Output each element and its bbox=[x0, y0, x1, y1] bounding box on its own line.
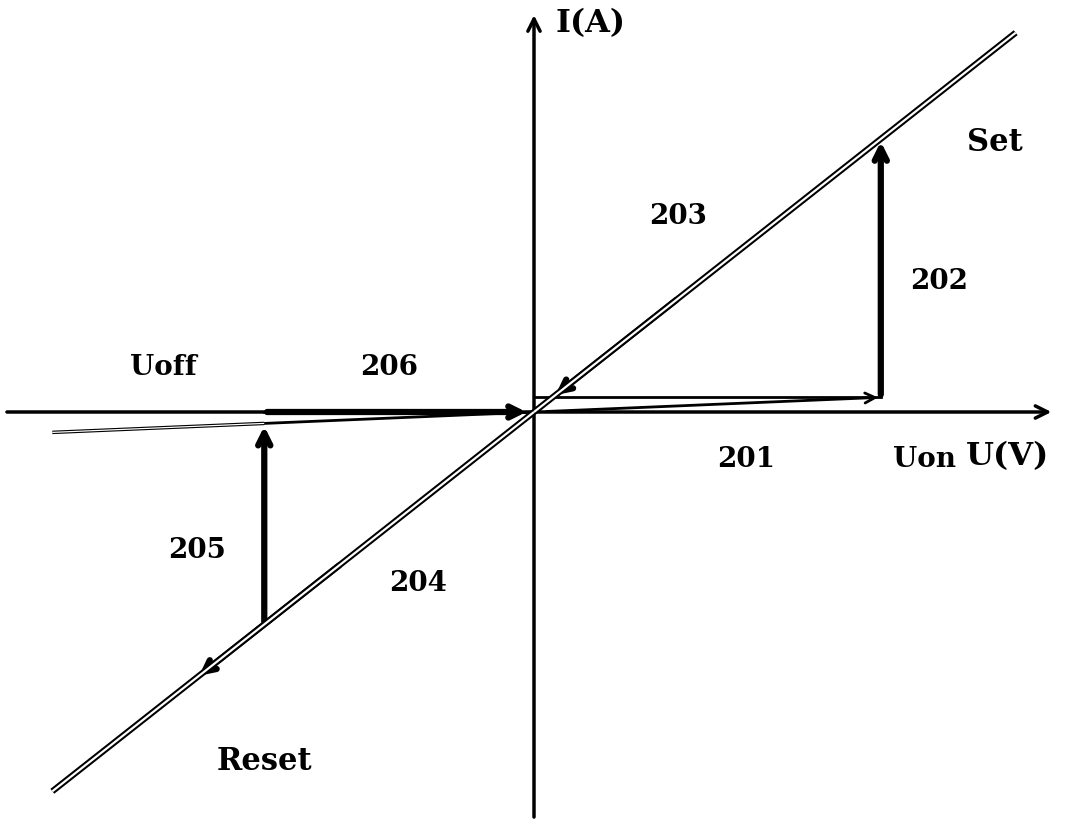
Text: Reset: Reset bbox=[217, 747, 312, 777]
Text: I(A): I(A) bbox=[555, 8, 625, 40]
Text: Set: Set bbox=[968, 128, 1023, 158]
Text: 205: 205 bbox=[168, 537, 225, 564]
Text: U(V): U(V) bbox=[967, 441, 1050, 471]
Text: 206: 206 bbox=[361, 354, 419, 381]
Text: 201: 201 bbox=[717, 447, 775, 473]
Text: Uon: Uon bbox=[893, 447, 956, 473]
Text: 203: 203 bbox=[649, 203, 707, 230]
Text: Uoff: Uoff bbox=[130, 354, 197, 381]
Text: 202: 202 bbox=[910, 268, 968, 295]
Text: 204: 204 bbox=[390, 569, 447, 597]
